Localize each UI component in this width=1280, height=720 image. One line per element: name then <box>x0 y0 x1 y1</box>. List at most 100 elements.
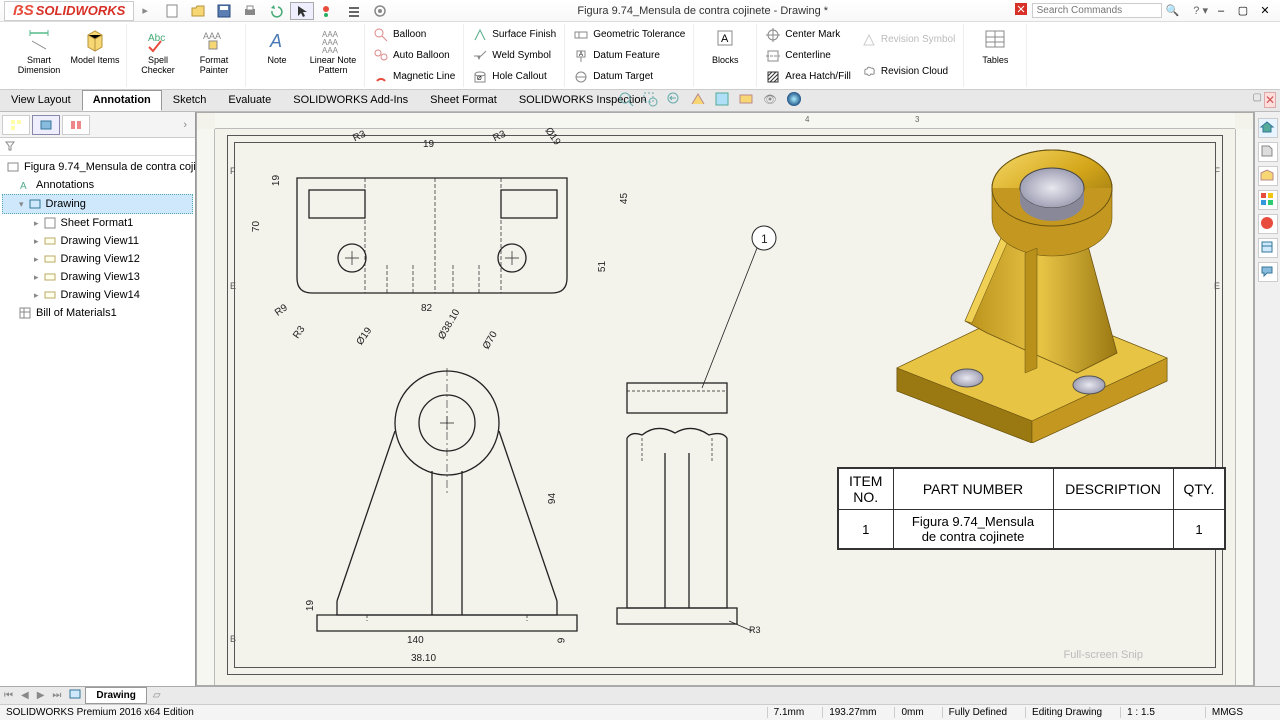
config-tab[interactable] <box>62 115 90 135</box>
bom-header-desc: DESCRIPTION <box>1053 468 1173 510</box>
tree-sheet-format[interactable]: ▸Sheet Format1 <box>2 214 193 232</box>
tree-view11[interactable]: ▸Drawing View11 <box>2 232 193 250</box>
tables-button[interactable]: Tables <box>970 24 1020 87</box>
feature-tree-tab[interactable] <box>2 115 30 135</box>
status-defined: Fully Defined <box>942 707 1013 718</box>
taskpane-palette-icon[interactable] <box>1258 190 1278 210</box>
drawing-canvas[interactable]: 4 3 F F E E B <box>196 112 1254 686</box>
prev-view-icon[interactable] <box>663 88 685 110</box>
status-x: 7.1mm <box>767 707 811 718</box>
app-logo[interactable]: ẞS SOLIDWORKS <box>4 1 134 21</box>
undo-button[interactable] <box>264 2 288 20</box>
tab-view-layout[interactable]: View Layout <box>0 90 82 111</box>
doc-close-icon[interactable]: ✕ <box>1264 92 1276 108</box>
save-button[interactable] <box>212 2 236 20</box>
sheet-nav-next[interactable]: ▶ <box>33 690 49 701</box>
taskpane-forum-icon[interactable] <box>1258 262 1278 282</box>
bom-table[interactable]: ITEM NO. PART NUMBER DESCRIPTION QTY. 1 … <box>837 467 1226 550</box>
tree-annotations[interactable]: AAnnotations <box>2 176 193 194</box>
area-hatch-button[interactable]: Area Hatch/Fill <box>763 67 853 87</box>
status-scale[interactable]: 1 : 1.5 <box>1120 707 1161 718</box>
datum-feature-button[interactable]: ADatum Feature <box>571 46 687 66</box>
restore-button[interactable]: ▢ <box>1234 3 1252 19</box>
smart-dimension-button[interactable]: Smart Dimension <box>14 24 64 87</box>
minimize-button[interactable]: – <box>1212 3 1230 19</box>
document-title: Figura 9.74_Mensula de contra cojinete -… <box>392 5 1014 17</box>
zone-F-left: F <box>230 166 236 176</box>
search-commands-input[interactable] <box>1032 3 1162 18</box>
dim-r3-side: R3 <box>749 625 761 635</box>
sheet-icon <box>65 688 85 703</box>
revision-cloud-button[interactable]: Revision Cloud <box>859 61 957 81</box>
settings-button[interactable] <box>368 2 392 20</box>
sw-search-icon <box>1014 2 1028 19</box>
appearance-icon[interactable] <box>783 88 805 110</box>
status-units[interactable]: MMGS <box>1205 707 1249 718</box>
blocks-button[interactable]: ABlocks <box>700 24 750 87</box>
select-button[interactable] <box>290 2 314 20</box>
tab-annotation[interactable]: Annotation <box>82 90 162 111</box>
dim-70: 70 <box>251 221 262 232</box>
linear-note-button[interactable]: AAAAAAAAALinear Note Pattern <box>308 24 358 87</box>
zoom-fit-icon[interactable] <box>615 88 637 110</box>
search-icon[interactable]: 🔍 <box>1166 4 1180 17</box>
close-button[interactable]: ✕ <box>1256 3 1274 19</box>
eye-icon[interactable]: 👁 <box>759 88 781 110</box>
model-items-button[interactable]: Model Items <box>70 24 120 87</box>
tree-root[interactable]: Figura 9.74_Mensula de contra cojin <box>2 158 193 176</box>
status-y: 193.27mm <box>822 707 882 718</box>
tree-bom[interactable]: Bill of Materials1 <box>2 304 193 322</box>
sheet-tab-drawing[interactable]: Drawing <box>85 687 146 704</box>
center-mark-button[interactable]: Center Mark <box>763 25 853 45</box>
doc-restore-icon[interactable]: ▢ <box>1252 92 1261 108</box>
tab-addins[interactable]: SOLIDWORKS Add-Ins <box>282 90 419 111</box>
section-view-icon[interactable] <box>687 88 709 110</box>
format-painter-button[interactable]: AAAFormat Painter <box>189 24 239 87</box>
spell-checker-button[interactable]: AbcSpell Checker <box>133 24 183 87</box>
taskpane-home-icon[interactable] <box>1258 118 1278 138</box>
help-button[interactable]: ? ▾ <box>1193 4 1208 17</box>
tree-drawing[interactable]: ▾Drawing <box>2 194 193 214</box>
sheet-nav-first[interactable]: ⏮ <box>0 690 17 701</box>
display-style-icon[interactable] <box>711 88 733 110</box>
datum-target-button[interactable]: Datum Target <box>571 67 687 87</box>
magnetic-line-button[interactable]: Magnetic Line <box>371 67 457 87</box>
new-button[interactable] <box>160 2 184 20</box>
property-tab[interactable] <box>32 115 60 135</box>
surface-finish-button[interactable]: Surface Finish <box>470 25 558 45</box>
geo-tolerance-button[interactable]: Geometric Tolerance <box>571 25 687 45</box>
add-sheet-icon[interactable]: ▱ <box>147 690 167 701</box>
filter-bar[interactable] <box>0 138 195 156</box>
centerline-button[interactable]: Centerline <box>763 46 853 66</box>
weld-symbol-button[interactable]: Weld Symbol <box>470 46 558 66</box>
dim-19-left: 19 <box>271 175 282 186</box>
rebuild-button[interactable] <box>316 2 340 20</box>
tab-evaluate[interactable]: Evaluate <box>217 90 282 111</box>
options-button[interactable] <box>342 2 366 20</box>
hide-show-icon[interactable] <box>735 88 757 110</box>
expand-panel-icon[interactable]: › <box>183 119 193 131</box>
balloon-button[interactable]: Balloon <box>371 25 457 45</box>
sheet-nav-last[interactable]: ⏭ <box>48 690 65 701</box>
tree-view13[interactable]: ▸Drawing View13 <box>2 268 193 286</box>
auto-balloon-button[interactable]: Auto Balloon <box>371 46 457 66</box>
vertical-ruler-right <box>1235 129 1253 685</box>
tab-sketch[interactable]: Sketch <box>162 90 218 111</box>
zoom-area-icon[interactable] <box>639 88 661 110</box>
taskpane-appearance-icon[interactable] <box>1258 214 1278 234</box>
print-button[interactable] <box>238 2 262 20</box>
hole-callout-button[interactable]: ØHole Callout <box>470 67 558 87</box>
svg-text:Abc: Abc <box>148 33 165 44</box>
zone-E-right: E <box>1214 281 1220 291</box>
taskpane-resources-icon[interactable] <box>1258 142 1278 162</box>
taskpane-properties-icon[interactable] <box>1258 238 1278 258</box>
tree-view12[interactable]: ▸Drawing View12 <box>2 250 193 268</box>
tab-sheet-format[interactable]: Sheet Format <box>419 90 508 111</box>
tree-view14[interactable]: ▸Drawing View14 <box>2 286 193 304</box>
sheet-nav-prev[interactable]: ◀ <box>17 690 33 701</box>
open-button[interactable] <box>186 2 210 20</box>
bom-row-1[interactable]: 1 Figura 9.74_Mensula de contra cojinete… <box>838 510 1225 550</box>
taskpane-library-icon[interactable] <box>1258 166 1278 186</box>
note-button[interactable]: ANote <box>252 24 302 87</box>
revision-symbol-button: Revision Symbol <box>859 30 957 50</box>
